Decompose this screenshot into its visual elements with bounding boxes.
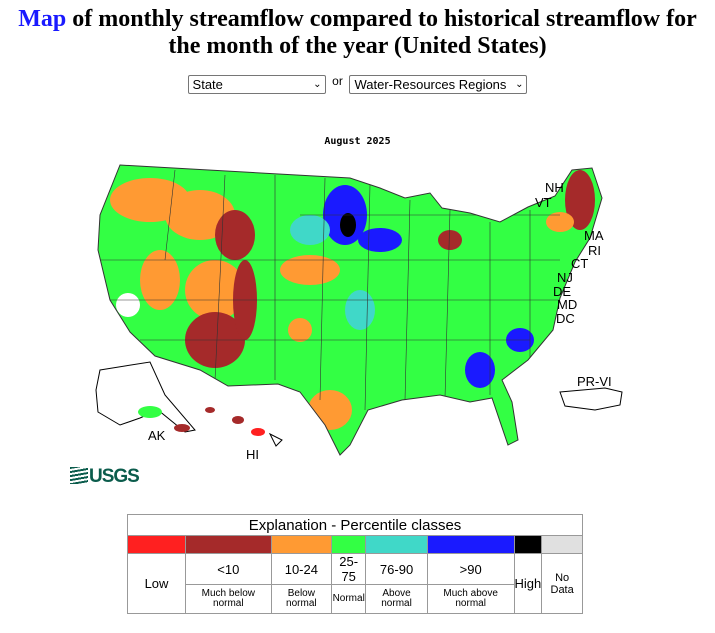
label-ri: RI bbox=[588, 243, 601, 258]
label-de: DE bbox=[553, 284, 571, 299]
label-hi: HI bbox=[246, 447, 259, 462]
state-borders bbox=[100, 169, 560, 411]
title-text: of monthly streamflow compared to histor… bbox=[66, 6, 697, 59]
swatch-normal bbox=[331, 535, 367, 554]
legend-range: >90 bbox=[426, 553, 515, 585]
label-dc: DC bbox=[556, 311, 575, 326]
legend-low: Low bbox=[127, 553, 186, 614]
streamflow-map[interactable]: NH VT MA RI CT NJ DE MD DC PR-VI AK HI bbox=[0, 0, 715, 500]
puerto-rico bbox=[559, 387, 623, 411]
legend-range: 10-24 bbox=[270, 553, 333, 585]
map-link[interactable]: Map bbox=[18, 6, 67, 32]
legend-high: High bbox=[513, 553, 543, 614]
state-select[interactable]: State ⌄ bbox=[187, 75, 326, 94]
swatch-low bbox=[127, 535, 186, 554]
page-title: Map of monthly streamflow compared to hi… bbox=[0, 6, 715, 60]
legend-title: Explanation - Percentile classes bbox=[127, 514, 583, 536]
swatch-below bbox=[270, 535, 333, 554]
legend-no-data: No Data bbox=[541, 553, 583, 614]
alaska bbox=[95, 361, 196, 433]
swatch-no-data bbox=[541, 535, 583, 554]
legend-desc: Much below normal bbox=[185, 584, 272, 614]
label-vt: VT bbox=[535, 195, 552, 210]
label-ma: MA bbox=[584, 228, 604, 243]
legend-range: 25-75 bbox=[331, 553, 367, 585]
legend-desc: Above normal bbox=[365, 584, 428, 614]
label-pr-vi: PR-VI bbox=[577, 374, 612, 389]
legend-desc: Much above normal bbox=[426, 584, 515, 614]
chevron-down-icon: ⌄ bbox=[515, 79, 524, 90]
regions-select-value: Water-Resources Regions bbox=[354, 77, 507, 92]
legend-range: 76-90 bbox=[365, 553, 428, 585]
label-ct: CT bbox=[571, 256, 588, 271]
usgs-wave-icon bbox=[70, 467, 88, 484]
swatch-high bbox=[513, 535, 543, 554]
label-nj: NJ bbox=[557, 270, 573, 285]
map-date: August 2025 bbox=[324, 136, 391, 147]
legend-desc: Below normal bbox=[270, 584, 333, 614]
swatch-above bbox=[365, 535, 428, 554]
label-ak: AK bbox=[148, 428, 166, 443]
legend-table: Explanation - Percentile classes Low <10… bbox=[127, 514, 583, 614]
legend-desc: Normal bbox=[331, 584, 367, 614]
hawaii bbox=[205, 407, 283, 447]
chevron-down-icon: ⌄ bbox=[313, 79, 322, 90]
label-nh: NH bbox=[545, 180, 564, 195]
conus-map bbox=[98, 165, 602, 455]
or-text: or bbox=[332, 74, 343, 88]
regions-select[interactable]: Water-Resources Regions ⌄ bbox=[349, 75, 528, 94]
usgs-logo[interactable]: USGS bbox=[70, 466, 140, 488]
swatch-much-above bbox=[426, 535, 515, 554]
state-select-value: State bbox=[192, 77, 223, 92]
selectors: State ⌄ or Water-Resources Regions ⌄ bbox=[0, 75, 715, 94]
swatch-much-below bbox=[185, 535, 272, 554]
label-md: MD bbox=[557, 297, 577, 312]
legend-range: <10 bbox=[185, 553, 272, 585]
